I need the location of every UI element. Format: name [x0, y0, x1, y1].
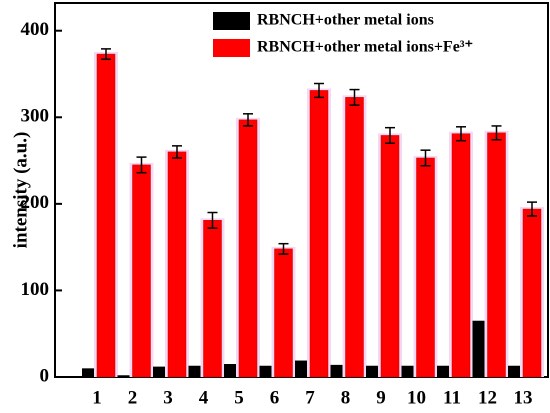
x-tick-label: 7	[305, 387, 315, 408]
x-tick-label: 6	[270, 387, 280, 408]
bar	[508, 365, 522, 377]
bar	[203, 220, 222, 378]
error-bar	[349, 88, 360, 106]
bar	[295, 360, 309, 377]
y-axis-label: intensity (a.u.)	[10, 132, 31, 249]
bar	[437, 365, 451, 377]
x-tick-label: 3	[163, 387, 173, 408]
legend-swatch	[213, 39, 250, 57]
bar	[401, 365, 416, 377]
error-bar	[491, 125, 502, 141]
x-tick-label: 12	[478, 387, 497, 408]
bar	[380, 135, 400, 378]
bar	[132, 164, 151, 378]
error-bar	[456, 126, 466, 142]
y-tick-label: 100	[21, 279, 50, 300]
bar	[330, 364, 345, 377]
error-bar	[314, 82, 324, 99]
x-tick-label: 5	[234, 387, 244, 408]
x-tick-label: 11	[443, 387, 461, 408]
bar	[224, 364, 238, 377]
x-tick-label: 9	[376, 387, 386, 408]
error-bar	[278, 242, 289, 255]
x-tick-label: 10	[407, 387, 426, 408]
error-bar	[420, 149, 431, 167]
bar	[188, 365, 203, 377]
bar	[238, 119, 258, 378]
bar	[522, 208, 542, 378]
x-tick-label: 1	[92, 387, 102, 408]
error-bar	[172, 145, 182, 159]
bar	[167, 151, 187, 378]
bar	[153, 366, 167, 377]
y-tick-label: 400	[21, 19, 50, 40]
bar	[451, 133, 471, 378]
y-tick-label: 0	[40, 365, 50, 386]
bar	[274, 248, 293, 378]
x-tick-label: 8	[341, 387, 351, 408]
x-tick-label: 4	[199, 387, 209, 408]
bar	[259, 365, 274, 377]
legend-label: RBNCH+other metal ions	[257, 12, 434, 29]
error-bar	[527, 201, 537, 217]
bar	[345, 97, 364, 378]
legend-swatch	[213, 12, 250, 30]
bar	[117, 375, 132, 377]
error-bar	[243, 113, 253, 127]
bar	[487, 132, 506, 378]
bar	[416, 157, 435, 378]
bar	[309, 90, 329, 378]
bar	[96, 53, 116, 378]
x-tick-label: 13	[514, 387, 533, 408]
error-bar	[385, 126, 395, 144]
legend-label: RBNCH+other metal ions+Fe³⁺	[257, 39, 473, 56]
y-tick-label: 200	[21, 192, 50, 213]
bar	[472, 320, 487, 377]
bar	[366, 365, 380, 377]
x-tick-label: 2	[128, 387, 138, 408]
error-bar	[207, 211, 218, 229]
y-tick-label: 300	[21, 106, 50, 127]
error-bar	[101, 48, 111, 61]
error-bar	[136, 156, 147, 174]
bar	[82, 368, 96, 377]
